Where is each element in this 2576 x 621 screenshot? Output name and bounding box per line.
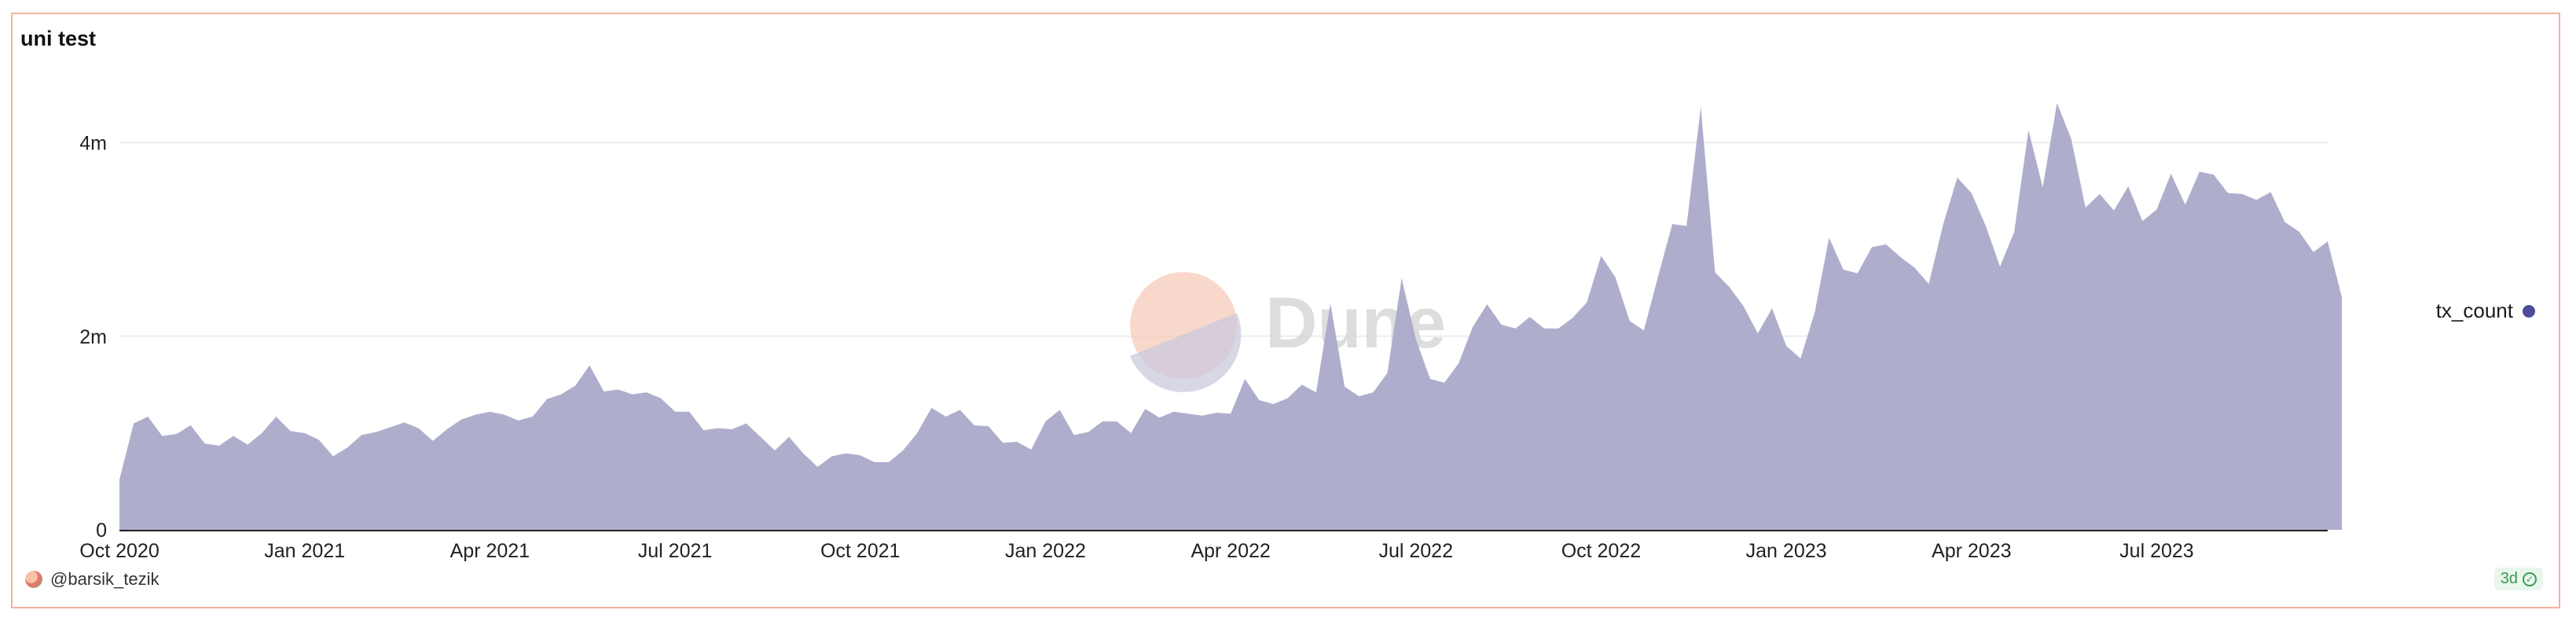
x-tick-label: Apr 2022	[1191, 540, 1270, 562]
area-series-tx-count	[119, 103, 2343, 530]
x-tick-label: Oct 2021	[820, 540, 900, 562]
x-tick-label: Jul 2021	[638, 540, 713, 562]
dune-logo-wedge	[1130, 313, 1242, 392]
chart-title: uni test	[20, 27, 97, 50]
legend-dot-icon	[2523, 304, 2535, 318]
x-tick-label: Jan 2023	[1746, 540, 1827, 562]
check-circle-icon: ✓	[2523, 571, 2537, 586]
author-link[interactable]: @barsik_tezik	[25, 569, 160, 590]
x-tick-label: Jan 2021	[264, 540, 345, 562]
x-tick-label: Jul 2022	[1378, 540, 1453, 562]
legend: tx_count	[2436, 299, 2535, 323]
x-tick-label: Apr 2023	[1932, 540, 2011, 562]
y-axis-ticks: 0 2m 4m	[79, 133, 107, 542]
avatar	[25, 571, 42, 588]
y-tick-label: 4m	[79, 133, 107, 155]
refresh-badge[interactable]: 3d ✓	[2493, 568, 2543, 590]
x-tick-label: Jan 2022	[1005, 540, 1086, 562]
y-tick-label: 2m	[79, 326, 107, 348]
y-tick-label: 0	[96, 520, 107, 542]
x-tick-label: Jul 2023	[2119, 540, 2194, 562]
author-username: @barsik_tezik	[50, 569, 160, 589]
legend-label: tx_count	[2435, 299, 2513, 322]
x-tick-label: Oct 2022	[1561, 540, 1641, 562]
x-tick-label: Oct 2020	[79, 540, 159, 562]
dune-watermark: Dune	[1130, 272, 1446, 392]
x-axis-ticks: Oct 2020 Jan 2021 Apr 2021 Jul 2021 Oct 2021…	[79, 540, 2193, 562]
x-tick-label: Apr 2021	[450, 540, 530, 562]
refresh-badge-text: 3d	[2500, 570, 2518, 587]
